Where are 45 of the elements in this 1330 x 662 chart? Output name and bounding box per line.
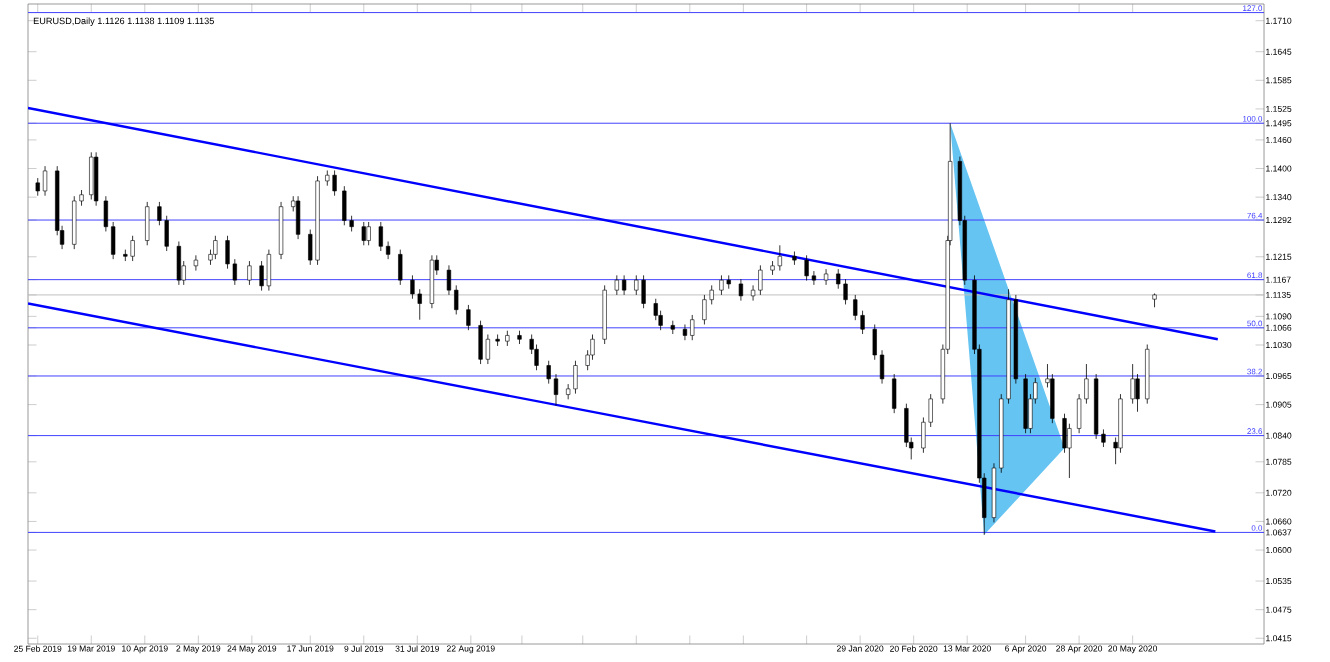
candlestick: [342, 185, 347, 226]
candlestick: [72, 195, 77, 250]
candlestick: [247, 260, 252, 286]
candlestick: [361, 221, 366, 246]
candlestick: [176, 241, 181, 286]
candlestick: [738, 278, 744, 302]
candlestick: [614, 274, 619, 296]
candlestick: [573, 360, 578, 395]
candlestick: [758, 264, 763, 296]
candlestick: [466, 304, 471, 331]
candlestick: [259, 260, 264, 292]
candlestick: [719, 274, 724, 296]
candlestick: [130, 235, 135, 262]
candlestick: [145, 201, 150, 246]
candlestick: [622, 274, 627, 296]
candlestick: [823, 268, 829, 286]
candlestick: [213, 235, 218, 260]
candlestick: [682, 324, 688, 341]
candlestick: [429, 254, 435, 309]
candlestick: [804, 254, 809, 281]
candlestick: [1130, 363, 1135, 405]
candlestick: [702, 294, 707, 325]
candlestick: [94, 151, 99, 207]
candlestick: [777, 244, 782, 271]
candlestick: [634, 274, 639, 296]
candlestick: [1067, 423, 1072, 479]
candlestick: [690, 314, 695, 341]
candlestick: [332, 170, 337, 197]
candlestick: [278, 201, 284, 260]
candlestick: [378, 221, 383, 252]
candlestick: [553, 373, 559, 406]
candlestick: [42, 165, 48, 197]
candlestick: [1135, 373, 1140, 413]
candlestick: [89, 151, 94, 200]
candlestick: [892, 373, 897, 414]
candlestick: [478, 320, 483, 365]
candlestick: [641, 274, 646, 309]
candlestick: [410, 274, 415, 300]
candlestick: [495, 334, 500, 347]
candlestick: [295, 195, 301, 240]
candlestick: [366, 221, 371, 246]
candlestick: [193, 254, 199, 271]
candlestick: [266, 249, 272, 292]
candlestick: [398, 249, 403, 286]
candlestick: [843, 278, 848, 305]
